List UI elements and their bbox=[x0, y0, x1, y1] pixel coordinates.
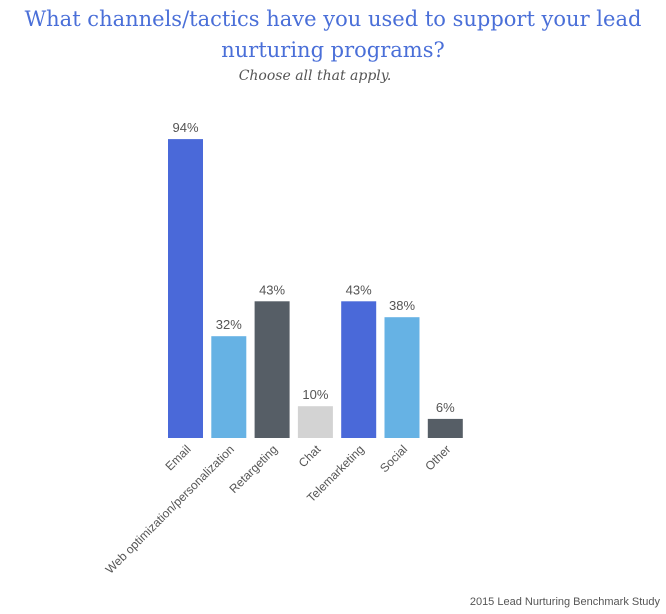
chart-subtitle: Choose all that apply. bbox=[238, 68, 392, 84]
bar-chat bbox=[297, 406, 333, 438]
category-label-social: Social bbox=[377, 442, 410, 475]
value-label-web-optimization-personalization: 32% bbox=[216, 317, 242, 332]
chart-title: What channels/tactics have you used to s… bbox=[24, 7, 642, 62]
value-label-retargeting: 43% bbox=[259, 282, 285, 297]
category-label-chat: Chat bbox=[296, 442, 324, 470]
value-label-email: 94% bbox=[172, 120, 198, 135]
bar-telemarketing bbox=[341, 301, 377, 438]
category-label-email: Email bbox=[162, 442, 193, 473]
value-label-social: 38% bbox=[389, 298, 415, 313]
bar-retargeting bbox=[254, 301, 290, 438]
bar-social bbox=[384, 317, 420, 438]
bar-web-optimization-personalization bbox=[211, 336, 247, 438]
bar-email bbox=[168, 139, 203, 438]
value-label-other: 6% bbox=[436, 400, 455, 415]
bar-other bbox=[427, 418, 463, 438]
value-label-chat: 10% bbox=[302, 387, 328, 402]
category-label-other: Other bbox=[422, 442, 453, 473]
source-note: 2015 Lead Nurturing Benchmark Study bbox=[469, 596, 660, 608]
value-label-telemarketing: 43% bbox=[346, 282, 372, 297]
